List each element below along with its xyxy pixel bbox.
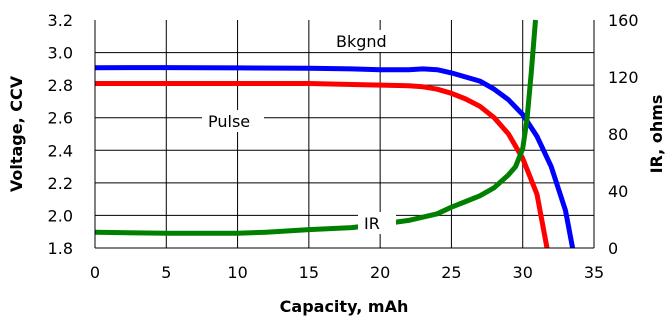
x-tick-label: 35	[584, 263, 604, 282]
x-tick-label: 30	[513, 263, 533, 282]
y-tick-label: 2.8	[48, 76, 73, 95]
bkgnd-label-box	[330, 30, 388, 52]
bkgnd-label: Bkgnd	[336, 32, 387, 51]
ir-label-box	[358, 212, 396, 234]
y-tick-label: 2.4	[48, 141, 73, 160]
x-tick-label: 10	[227, 263, 247, 282]
plot-area	[95, 20, 594, 248]
x-tick-label: 0	[90, 263, 100, 282]
x-axis-title: Capacity, mAh	[280, 297, 409, 316]
y-tick-label: 3.2	[48, 11, 73, 30]
y2-tick-label: 40	[608, 182, 628, 201]
series-line-ir	[94, 19, 538, 236]
y2-axis-title: IR, ohms	[647, 95, 666, 174]
y-tick-label: 1.8	[48, 239, 73, 258]
x-tick-label: 15	[299, 263, 319, 282]
pulse-label: Pulse	[208, 112, 250, 131]
x-tick-label: 20	[370, 263, 390, 282]
series-layer	[94, 19, 576, 249]
y2-tick-label: 160	[608, 11, 639, 30]
series-line-pulse	[95, 81, 550, 249]
x-tick-label: 5	[161, 263, 171, 282]
y-tick-label: 3.0	[48, 44, 73, 63]
ir-label: IR	[364, 214, 380, 233]
series-line-bkgnd	[94, 65, 576, 249]
y2-tick-label: 80	[608, 125, 628, 144]
y-tick-label: 2.0	[48, 206, 73, 225]
y-tick-label: 2.6	[48, 109, 73, 128]
pulse-label-box	[202, 110, 264, 132]
y2-tick-label: 120	[608, 68, 639, 87]
y-tick-label: 2.2	[48, 174, 73, 193]
tick-labels: 1.82.02.22.42.62.83.03.20 5 10 15 20 25 30 3504…	[48, 11, 639, 282]
y-axis-title: Voltage, CCV	[7, 75, 26, 192]
x-tick-label: 25	[441, 263, 461, 282]
y2-tick-label: 0	[608, 239, 618, 258]
